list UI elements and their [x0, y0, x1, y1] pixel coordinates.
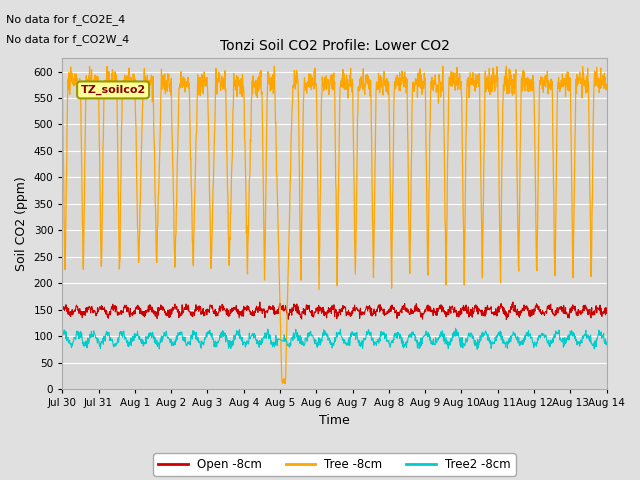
- Tree2 -8cm: [452, 325, 460, 331]
- Tree -8cm: [603, 82, 611, 87]
- Title: Tonzi Soil CO2 Profile: Lower CO2: Tonzi Soil CO2 Profile: Lower CO2: [220, 39, 449, 53]
- Text: TZ_soilco2: TZ_soilco2: [81, 85, 146, 95]
- Text: No data for f_CO2W_4: No data for f_CO2W_4: [6, 34, 130, 45]
- Tree -8cm: [301, 82, 309, 88]
- Open -8cm: [123, 302, 131, 308]
- Legend: Open -8cm, Tree -8cm, Tree2 -8cm: Open -8cm, Tree -8cm, Tree2 -8cm: [154, 453, 516, 476]
- Open -8cm: [256, 299, 264, 305]
- Open -8cm: [311, 309, 319, 315]
- Tree2 -8cm: [100, 335, 108, 340]
- Open -8cm: [58, 307, 66, 313]
- Tree2 -8cm: [289, 332, 297, 337]
- Tree2 -8cm: [474, 347, 481, 352]
- X-axis label: Time: Time: [319, 414, 350, 427]
- Open -8cm: [100, 304, 108, 310]
- Open -8cm: [369, 312, 376, 318]
- Open -8cm: [290, 304, 298, 310]
- Tree -8cm: [369, 225, 376, 230]
- Tree -8cm: [281, 381, 289, 386]
- Tree -8cm: [311, 65, 319, 71]
- Tree2 -8cm: [368, 338, 376, 344]
- Tree2 -8cm: [310, 338, 318, 344]
- Open -8cm: [502, 317, 510, 323]
- Open -8cm: [603, 306, 611, 312]
- Tree2 -8cm: [58, 329, 66, 335]
- Tree -8cm: [58, 71, 66, 77]
- Text: No data for f_CO2E_4: No data for f_CO2E_4: [6, 14, 125, 25]
- Line: Open -8cm: Open -8cm: [62, 302, 607, 320]
- Tree2 -8cm: [123, 339, 131, 345]
- Tree -8cm: [271, 63, 278, 69]
- Open -8cm: [301, 307, 308, 312]
- Tree -8cm: [290, 80, 298, 86]
- Tree -8cm: [123, 75, 131, 81]
- Tree2 -8cm: [603, 339, 611, 345]
- Y-axis label: Soil CO2 (ppm): Soil CO2 (ppm): [15, 176, 28, 271]
- Line: Tree2 -8cm: Tree2 -8cm: [62, 328, 607, 349]
- Line: Tree -8cm: Tree -8cm: [62, 66, 607, 384]
- Tree2 -8cm: [301, 341, 308, 347]
- Tree -8cm: [100, 82, 108, 88]
